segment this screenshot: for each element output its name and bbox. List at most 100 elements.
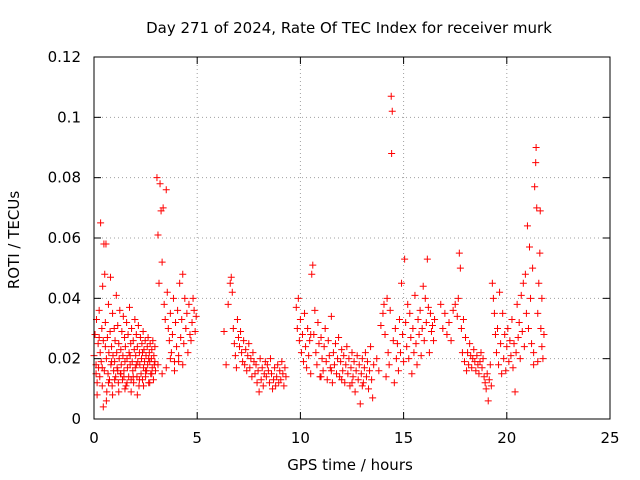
data-point: [327, 367, 335, 375]
data-point: [174, 306, 182, 314]
data-point: [270, 376, 278, 384]
data-point: [227, 273, 235, 281]
data-point: [437, 300, 445, 308]
data-point: [312, 349, 320, 357]
data-point: [377, 321, 385, 329]
data-point: [165, 337, 173, 345]
data-point: [257, 376, 265, 384]
data-point: [123, 318, 131, 326]
data-point: [151, 358, 159, 366]
data-point: [301, 309, 309, 317]
data-point: [330, 361, 338, 369]
data-point: [385, 361, 393, 369]
data-point: [420, 337, 428, 345]
data-point: [114, 379, 122, 387]
data-point: [360, 364, 368, 372]
data-point: [410, 349, 418, 357]
data-point: [245, 340, 253, 348]
data-point: [501, 331, 509, 339]
data-point: [428, 321, 436, 329]
data-point: [507, 352, 515, 360]
data-point: [169, 294, 177, 302]
data-point: [509, 364, 517, 372]
data-point: [496, 288, 504, 296]
data-point: [423, 255, 431, 263]
axis-ticks: [93, 56, 611, 420]
data-point: [303, 364, 311, 372]
data-point: [470, 346, 478, 354]
data-point: [370, 361, 378, 369]
data-point: [258, 364, 266, 372]
x-tick-labels: 0 5 10 15 20 25: [89, 429, 619, 447]
data-point: [319, 367, 327, 375]
data-point: [117, 370, 125, 378]
data-point: [460, 358, 468, 366]
data-point: [130, 379, 138, 387]
data-point: [176, 279, 184, 287]
data-point: [231, 352, 239, 360]
data-point: [296, 315, 304, 323]
data-point: [307, 331, 315, 339]
data-point: [317, 334, 325, 342]
data-point: [155, 279, 163, 287]
data-point: [462, 334, 470, 342]
data-point: [508, 315, 516, 323]
data-point: [320, 343, 328, 351]
data-point: [362, 373, 370, 381]
data-point: [357, 370, 365, 378]
data-point: [145, 355, 153, 363]
data-point: [108, 382, 116, 390]
y-tick-label: 0.06: [48, 229, 81, 247]
data-point: [129, 337, 137, 345]
data-point: [121, 385, 129, 393]
data-point: [297, 349, 305, 357]
data-point: [127, 388, 135, 396]
data-point: [149, 337, 157, 345]
data-point: [276, 367, 284, 375]
data-point: [177, 334, 185, 342]
data-point: [335, 334, 343, 342]
data-point: [477, 349, 485, 357]
data-point: [279, 370, 287, 378]
data-point: [413, 361, 421, 369]
data-point: [113, 364, 121, 372]
data-point: [484, 397, 492, 405]
data-point: [140, 346, 148, 354]
data-point: [111, 376, 119, 384]
data-point: [492, 349, 500, 357]
data-point: [192, 312, 200, 320]
data-point: [486, 361, 494, 369]
data-point: [520, 343, 528, 351]
data-point: [324, 337, 332, 345]
data-point: [534, 309, 542, 317]
data-point: [159, 204, 167, 212]
data-point: [478, 364, 486, 372]
data-point: [104, 370, 112, 378]
data-point: [325, 352, 333, 360]
y-tick-label: 0.1: [57, 108, 81, 126]
data-point: [318, 355, 326, 363]
data-point: [118, 376, 126, 384]
data-point: [400, 358, 408, 366]
data-point: [306, 337, 314, 345]
data-point: [305, 352, 313, 360]
data-point: [344, 370, 352, 378]
data-point: [491, 331, 499, 339]
data-point: [519, 279, 527, 287]
data-point: [123, 379, 131, 387]
data-point: [356, 400, 364, 408]
data-point: [138, 340, 146, 348]
data-point: [524, 325, 532, 332]
data-point: [181, 294, 189, 302]
data-point: [222, 361, 230, 369]
data-point: [179, 361, 187, 369]
data-point: [108, 358, 116, 366]
data-point: [149, 376, 157, 384]
data-point: [468, 364, 476, 372]
y-tick-label: 0.12: [48, 48, 81, 66]
x-tick-label: 15: [394, 429, 413, 447]
data-point: [102, 240, 110, 248]
data-point: [265, 379, 273, 387]
data-point: [451, 300, 459, 308]
